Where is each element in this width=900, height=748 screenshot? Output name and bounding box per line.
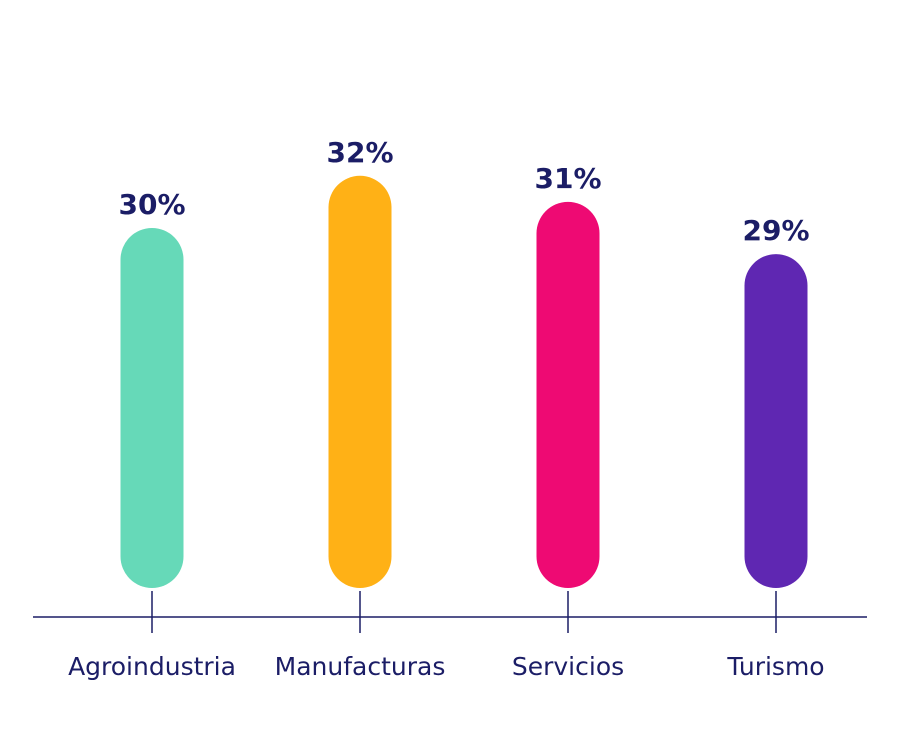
bars-group (120, 175, 808, 589)
value-label-servicios: 31% (534, 162, 601, 195)
value-label-turismo: 29% (742, 214, 809, 247)
bar-turismo (744, 254, 808, 588)
bar-agroindustria (120, 228, 184, 588)
value-label-manufacturas: 32% (326, 136, 393, 169)
value-labels-group: 30% 32% 31% 29% (118, 136, 809, 247)
value-label-agroindustria: 30% (118, 188, 185, 221)
bar-servicios (536, 201, 600, 588)
category-label-servicios: Servicios (512, 652, 624, 681)
bar-manufacturas (328, 175, 392, 589)
category-label-manufacturas: Manufacturas (275, 652, 446, 681)
x-axis-ticks-group (151, 591, 777, 633)
category-label-agroindustria: Agroindustria (68, 652, 236, 681)
category-labels-group: Agroindustria Manufacturas Servicios Turism… (68, 652, 825, 681)
category-label-turismo: Turismo (726, 652, 824, 681)
